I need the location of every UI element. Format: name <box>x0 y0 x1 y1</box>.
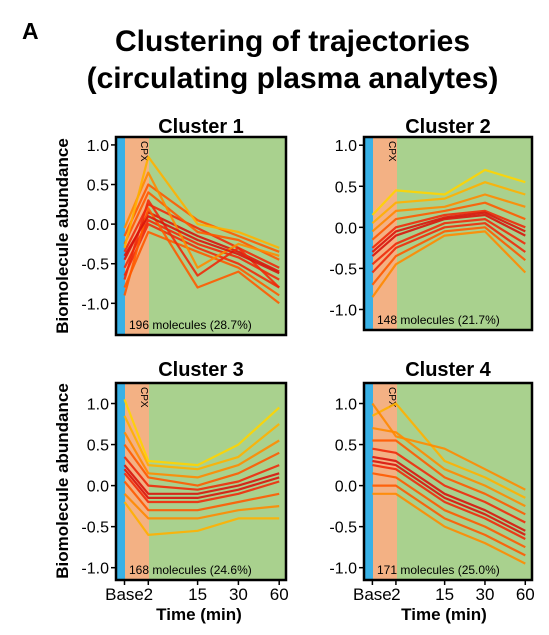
series-line-4-1 <box>372 455 526 532</box>
x-tick-label-3-2: 2 <box>144 585 153 604</box>
x-tick-label-3-4: 30 <box>229 585 248 604</box>
series-line-2-7 <box>371 226 526 286</box>
x-tick-label-4-5: 60 <box>516 585 535 604</box>
y-tick-label-1-5: -1.0 <box>81 296 109 313</box>
x-axis-label-left: Time (min) <box>156 605 242 624</box>
series-line-4-5 <box>372 472 526 549</box>
baseline-band-2 <box>364 137 373 330</box>
cluster-annotation-4: 171 molecules (25.0%) <box>377 563 500 577</box>
series-line-2-10 <box>371 168 526 216</box>
plot-frame-3 <box>114 381 288 582</box>
x-tick-label-3-5: 60 <box>270 585 289 604</box>
series-line-4-9 <box>372 492 526 565</box>
panel-letter: A <box>22 18 39 44</box>
plot-frame-2 <box>362 135 534 332</box>
series-line-2-4 <box>371 201 526 241</box>
cluster-title-1: Cluster 1 <box>158 116 244 138</box>
series-line-1-10 <box>123 155 280 249</box>
x-axis-label-right: Time (min) <box>401 605 487 624</box>
series-line-4-3 <box>372 464 526 540</box>
cluster-title-2: Cluster 2 <box>405 116 491 138</box>
x-tick-label-3-1: Base <box>105 585 144 604</box>
y-tick-label-1-4: -0.5 <box>81 257 109 274</box>
series-line-1-2 <box>123 203 280 269</box>
y-tick-label-4-3: 0.0 <box>335 479 357 496</box>
y-tick-label-2-1: 1.0 <box>335 138 357 155</box>
cluster-annotation-2: 148 molecules (21.7%) <box>377 313 500 327</box>
series-line-1-4 <box>123 191 280 261</box>
cpx-band-label-1: CPX <box>138 141 149 162</box>
series-line-3-10 <box>123 399 280 467</box>
series-line-2-9 <box>371 230 527 298</box>
x-tick-label-3-3: 15 <box>188 585 207 604</box>
series-line-2-11 <box>371 211 526 253</box>
series-line-4-6 <box>372 427 526 508</box>
cluster-annotation-3: 168 molecules (24.6%) <box>129 563 252 577</box>
baseline-band-1 <box>116 137 125 335</box>
x-tick-label-4-3: 15 <box>435 585 454 604</box>
y-tick-label-4-1: 1.0 <box>335 397 357 414</box>
series-line-2-8 <box>371 181 526 225</box>
series-line-4-8 <box>371 402 526 499</box>
y-tick-label-1-2: 0.5 <box>87 178 109 195</box>
series-line-4-7 <box>372 484 526 557</box>
series-line-4-2 <box>372 447 526 524</box>
x-tick-label-4-2: 2 <box>391 585 400 604</box>
y-tick-label-3-1: 1.0 <box>87 397 109 414</box>
series-line-3-9 <box>123 501 280 537</box>
series-line-3-6 <box>123 431 280 479</box>
y-tick-label-2-2: 0.5 <box>335 179 357 196</box>
series-line-2-1 <box>371 213 526 257</box>
y-tick-label-2-4: -0.5 <box>329 261 357 278</box>
y-tick-label-3-2: 0.5 <box>87 438 109 455</box>
series-line-4-10 <box>371 402 526 491</box>
figure-title-line-2: (circulating plasma analytes) <box>86 62 499 95</box>
series-line-3-5 <box>123 480 280 512</box>
series-line-3-11 <box>123 468 280 499</box>
series-line-4-11 <box>372 459 526 536</box>
baseline-band-3 <box>116 383 125 580</box>
cluster-annotation-1: 196 molecules (28.7%) <box>129 318 252 332</box>
series-line-1-7 <box>123 230 280 297</box>
cpx-band-label-3: CPX <box>138 387 149 408</box>
series-line-1-6 <box>123 183 280 253</box>
y-tick-label-1-3: 0.0 <box>87 217 109 234</box>
y-tick-label-2-3: 0.0 <box>335 220 357 237</box>
series-line-3-1 <box>123 464 280 495</box>
baseline-band-4 <box>364 383 373 580</box>
plot-frame-1 <box>114 135 288 337</box>
cpx-band-label-2: CPX <box>386 141 397 162</box>
series-line-1-9 <box>123 207 280 305</box>
cpx-band-label-4: CPX <box>386 387 397 408</box>
y-tick-label-3-3: 0.0 <box>87 479 109 496</box>
series-line-3-2 <box>123 456 280 491</box>
x-tick-label-4-4: 30 <box>475 585 494 604</box>
x-tick-label-4-1: Base <box>353 585 392 604</box>
series-line-3-8 <box>123 415 280 471</box>
series-line-1-12 <box>123 215 280 275</box>
series-line-2-5 <box>371 222 526 274</box>
y-tick-label-1-1: 1.0 <box>87 138 109 155</box>
series-line-2-2 <box>371 209 526 249</box>
series-line-4-4 <box>372 439 526 516</box>
series-line-3-4 <box>123 443 280 487</box>
y-tick-label-4-5: -1.0 <box>329 561 357 578</box>
series-line-2-3 <box>371 218 526 266</box>
series-line-3-7 <box>123 493 280 520</box>
series-line-2-6 <box>371 193 526 233</box>
cpx-band-4 <box>373 383 397 580</box>
cluster-title-3: Cluster 3 <box>158 359 244 381</box>
y-tick-label-3-4: -0.5 <box>81 520 109 537</box>
cluster-title-4: Cluster 4 <box>405 359 491 381</box>
y-tick-label-3-5: -1.0 <box>81 561 109 578</box>
y-tick-label-4-4: -0.5 <box>329 520 357 537</box>
series-line-3-3 <box>123 472 280 504</box>
plot-frame-4 <box>362 381 534 582</box>
y-tick-label-2-5: -1.0 <box>329 302 357 319</box>
figure-title-line-1: Clustering of trajectories <box>114 25 471 58</box>
y-tick-label-4-2: 0.5 <box>335 438 357 455</box>
